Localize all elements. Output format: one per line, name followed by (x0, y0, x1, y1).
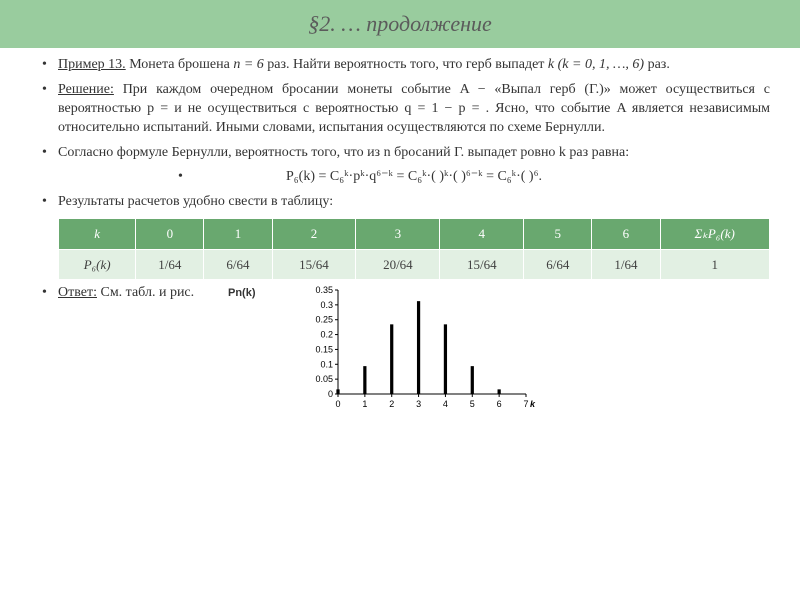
svg-text:0.1: 0.1 (320, 360, 333, 370)
table-intro-body: Результаты расчетов удобно свести в табл… (58, 194, 333, 209)
svg-text:7: 7 (523, 399, 528, 409)
svg-text:3: 3 (416, 399, 421, 409)
svg-text:5: 5 (469, 399, 474, 409)
p1-k: k (k = 0, 1, …, 6) (548, 57, 644, 72)
answer-row: Ответ: См. табл. и рис. Pn(k) 0 0.05 0.1 0.… (58, 284, 770, 421)
probability-chart: 0 0.05 0.1 0.15 0.2 0.25 0.3 0.35 0 1 2 3 4 5 6 7k (306, 284, 536, 414)
solution-body: При каждом очередном бросании монеты соб… (58, 82, 770, 135)
p1-b: раз. Найти вероятность того, что герб вы… (264, 57, 548, 72)
paragraph-bernoulli: Согласно формуле Бернулли, вероятность т… (58, 144, 770, 163)
table-header-cell: 0 (136, 219, 204, 250)
svg-text:6: 6 (496, 399, 501, 409)
solution-lead: Решение: (58, 82, 114, 97)
table-cell: 1 (660, 249, 770, 280)
probability-table: k0123456ΣₖP₆(k) P₆(k)1/646/6415/6420/641… (58, 218, 770, 280)
p1-c: раз. (644, 57, 670, 72)
example-lead: Пример 13. (58, 57, 126, 72)
svg-text:0.35: 0.35 (315, 285, 333, 295)
svg-text:4: 4 (442, 399, 447, 409)
svg-text:0.2: 0.2 (320, 330, 333, 340)
table-cell: 15/64 (272, 249, 356, 280)
table-cell: 15/64 (440, 249, 524, 280)
chart-y-label: Pn(k) (228, 286, 256, 301)
svg-text:0.05: 0.05 (315, 374, 333, 384)
svg-text:0: 0 (335, 399, 340, 409)
table-cell: 1/64 (592, 249, 660, 280)
table-header-cell: 5 (524, 219, 592, 250)
answer-body: См. табл. и рис. (97, 285, 194, 300)
svg-text:k: k (530, 399, 536, 409)
header-title: §2. … продолжение (308, 11, 492, 37)
page-header: §2. … продолжение (0, 0, 800, 50)
table-header-cell: 4 (440, 219, 524, 250)
content-area: Пример 13. Монета брошена n = 6 раз. Най… (0, 50, 800, 421)
table-header-cell: 3 (356, 219, 440, 250)
paragraph-table-intro: Результаты расчетов удобно свести в табл… (58, 193, 770, 212)
svg-text:2: 2 (389, 399, 394, 409)
svg-text:1: 1 (362, 399, 367, 409)
formula-text: P₆(k) = C₆ᵏ·pᵏ·q⁶⁻ᵏ = C₆ᵏ·( )ᵏ·( )⁶⁻ᵏ = … (286, 169, 542, 184)
p1-a: Монета брошена (126, 57, 234, 72)
table-cell: 1/64 (136, 249, 204, 280)
table-cell: 6/64 (204, 249, 272, 280)
answer-lead: Ответ: (58, 285, 97, 300)
table-header-cell: ΣₖP₆(k) (660, 219, 770, 250)
table-cell: 6/64 (524, 249, 592, 280)
table-header-cell: 2 (272, 219, 356, 250)
table-cell: 20/64 (356, 249, 440, 280)
p1-n: n = 6 (233, 57, 263, 72)
table-header-cell: 6 (592, 219, 660, 250)
svg-text:0.3: 0.3 (320, 300, 333, 310)
bernoulli-body: Согласно формуле Бернулли, вероятность т… (58, 145, 629, 160)
svg-text:0: 0 (327, 389, 332, 399)
paragraph-answer: Ответ: См. табл. и рис. (58, 284, 218, 303)
paragraph-solution: Решение: При каждом очередном бросании м… (58, 81, 770, 138)
table-header-cell: k (59, 219, 136, 250)
table-header-cell: 1 (204, 219, 272, 250)
table-header-row: k0123456ΣₖP₆(k) (59, 219, 770, 250)
formula-line: P₆(k) = C₆ᵏ·pᵏ·q⁶⁻ᵏ = C₆ᵏ·( )ᵏ·( )⁶⁻ᵏ = … (58, 168, 770, 187)
svg-text:0.25: 0.25 (315, 315, 333, 325)
table-row-label: P₆(k) (59, 249, 136, 280)
svg-text:0.15: 0.15 (315, 345, 333, 355)
paragraph-example: Пример 13. Монета брошена n = 6 раз. Най… (58, 56, 770, 75)
table-data-row: P₆(k)1/646/6415/6420/6415/646/641/641 (59, 249, 770, 280)
chart-container: 0 0.05 0.1 0.15 0.2 0.25 0.3 0.35 0 1 2 3 4 5 6 7k (306, 284, 536, 421)
